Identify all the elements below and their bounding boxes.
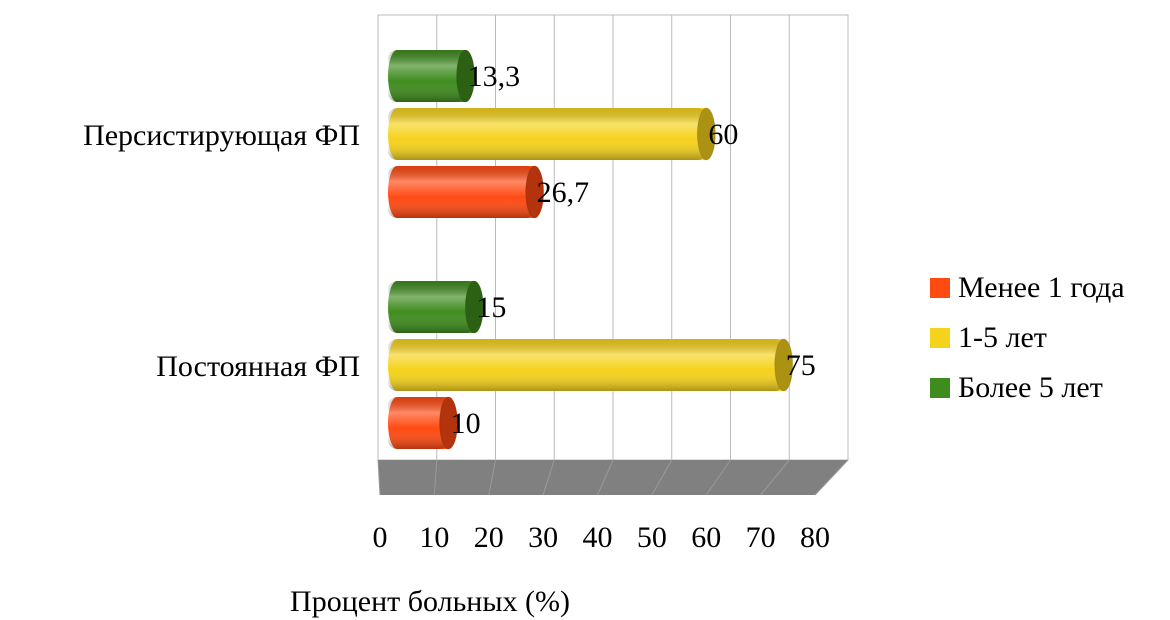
legend-label: Менее 1 года [958,271,1125,304]
data-label: 26,7 [537,176,590,209]
legend-swatch [930,378,950,398]
bar-end-cap [464,280,484,334]
data-label: 15 [476,291,506,324]
x-tick-label: 70 [746,521,776,554]
floor-grid-line [705,459,731,496]
floor-grid-line [760,459,790,496]
y-tick-label: Персистирующая ФП [83,119,360,152]
bar-end-cap-shade [525,166,544,218]
floor-grid-line [377,459,381,496]
data-label: 75 [786,349,816,382]
legend-swatch [930,328,950,348]
y-tick-label: Постоянная ФП [156,350,360,383]
x-axis-title: Процент больных (%) [290,585,570,618]
data-label: 10 [451,407,481,440]
bar-shade [388,108,707,160]
floor-grid-line [814,459,849,496]
bar-end-cap-shade [456,50,475,102]
x-tick-label: 20 [474,521,504,554]
bar-end-cap-shade [465,281,484,333]
x-tick-label: 10 [419,521,449,554]
floor-grid-line [651,459,673,496]
legend-label: Более 5 лет [958,371,1103,404]
x-tick-label: 40 [583,521,613,554]
x-tick-label: 30 [528,521,558,554]
floor-grid-line [597,459,614,496]
bar-shade [388,397,449,449]
x-tick-label: 0 [373,521,388,554]
x-tick-label: 60 [691,521,721,554]
bar-end-cap-shade [774,339,793,391]
data-label: 13,3 [468,60,521,93]
bar-end-cap [456,49,476,103]
bar-end-cap-shade [439,397,458,449]
floor-grid-line [542,459,555,496]
x-tick-label: 50 [637,521,667,554]
legend-label: 1-5 лет [958,321,1047,354]
bar-end-cap [525,165,545,219]
bar-shade [388,50,466,102]
bar-end-cap [774,338,794,392]
bar-end-cap-shade [697,108,716,160]
bar-end-cap [439,396,459,450]
legend-swatch [930,278,950,298]
x-tick-label: 80 [800,521,830,554]
data-label: 60 [708,118,738,151]
bar-shade [388,339,784,391]
bar-shade [388,281,475,333]
floor-grid-line [488,459,496,496]
floor-grid-line [433,459,438,496]
bar-shade [388,166,535,218]
floor [378,460,848,495]
bar-end-cap [696,107,716,161]
